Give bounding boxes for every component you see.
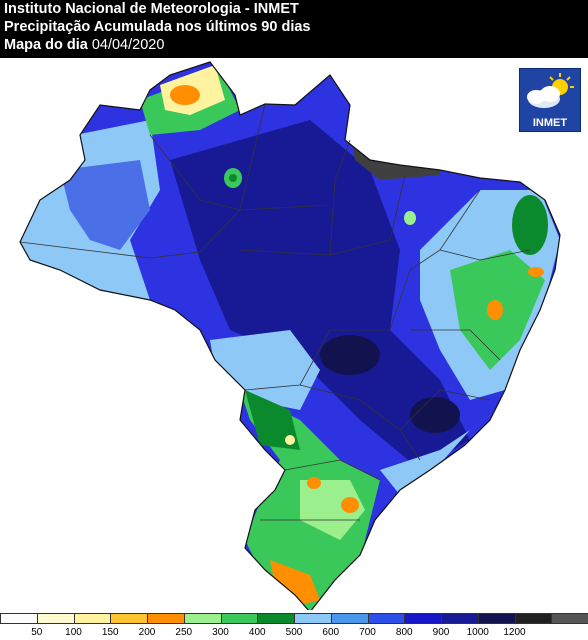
map-date-line: Mapa do dia 04/04/2020	[4, 37, 164, 54]
map-date-prefix: Mapa do dia	[4, 37, 88, 53]
map-title: Precipitação Acumulada nos últimos 90 di…	[4, 19, 311, 35]
cloud-sun-icon	[527, 73, 574, 108]
state-borders	[19, 103, 531, 521]
legend-swatch	[514, 613, 553, 624]
institute-title: Instituto Nacional de Meteorologia - INM…	[4, 1, 299, 17]
legend-swatch	[0, 613, 38, 624]
legend-tick-label: 150	[101, 627, 119, 638]
legend-tick-label: 1200	[503, 627, 526, 638]
legend-swatch	[294, 613, 332, 624]
logo-text: INMET	[532, 117, 568, 129]
legend-swatch	[404, 613, 442, 624]
legend-tick-label: 50	[31, 627, 43, 638]
legend-tick-label: 400	[248, 627, 266, 638]
legend-swatch	[477, 613, 516, 624]
legend-swatch	[367, 613, 406, 624]
legend-swatch	[36, 613, 75, 624]
legend-swatch	[147, 613, 185, 624]
legend-tick-label: 300	[212, 627, 229, 638]
legend-tick-label: 250	[175, 627, 193, 638]
precipitation-map	[19, 61, 561, 610]
legend-swatch	[183, 613, 222, 624]
legend-tick-label: 1000	[466, 627, 489, 638]
legend-tick-label: 500	[285, 627, 303, 638]
map-header: Instituto Nacional de Meteorologia - INM…	[0, 0, 588, 58]
legend-tick-label: 800	[395, 627, 413, 638]
legend-swatch	[551, 613, 588, 624]
legend-tick-label: 900	[432, 627, 450, 638]
map-date: 04/04/2020	[91, 37, 165, 53]
brazil-outline	[19, 61, 561, 610]
legend-tick-label: 600	[322, 627, 340, 638]
legend-swatch	[330, 613, 369, 624]
legend-swatch	[110, 613, 148, 624]
legend-swatch	[257, 613, 295, 624]
legend-swatch	[441, 613, 479, 624]
legend-tick-label: 700	[359, 627, 376, 638]
legend-tick-label: 200	[138, 627, 156, 638]
brazil-precipitation-field	[20, 62, 560, 610]
legend-swatch	[73, 613, 112, 624]
color-legend: 50 100 150 200 250 300 400 500 600 700 800 900 1000 1…	[0, 613, 588, 640]
inmet-logo: INMET	[519, 68, 581, 132]
legend-swatch	[220, 613, 259, 624]
legend-tick-label: 100	[65, 627, 82, 638]
